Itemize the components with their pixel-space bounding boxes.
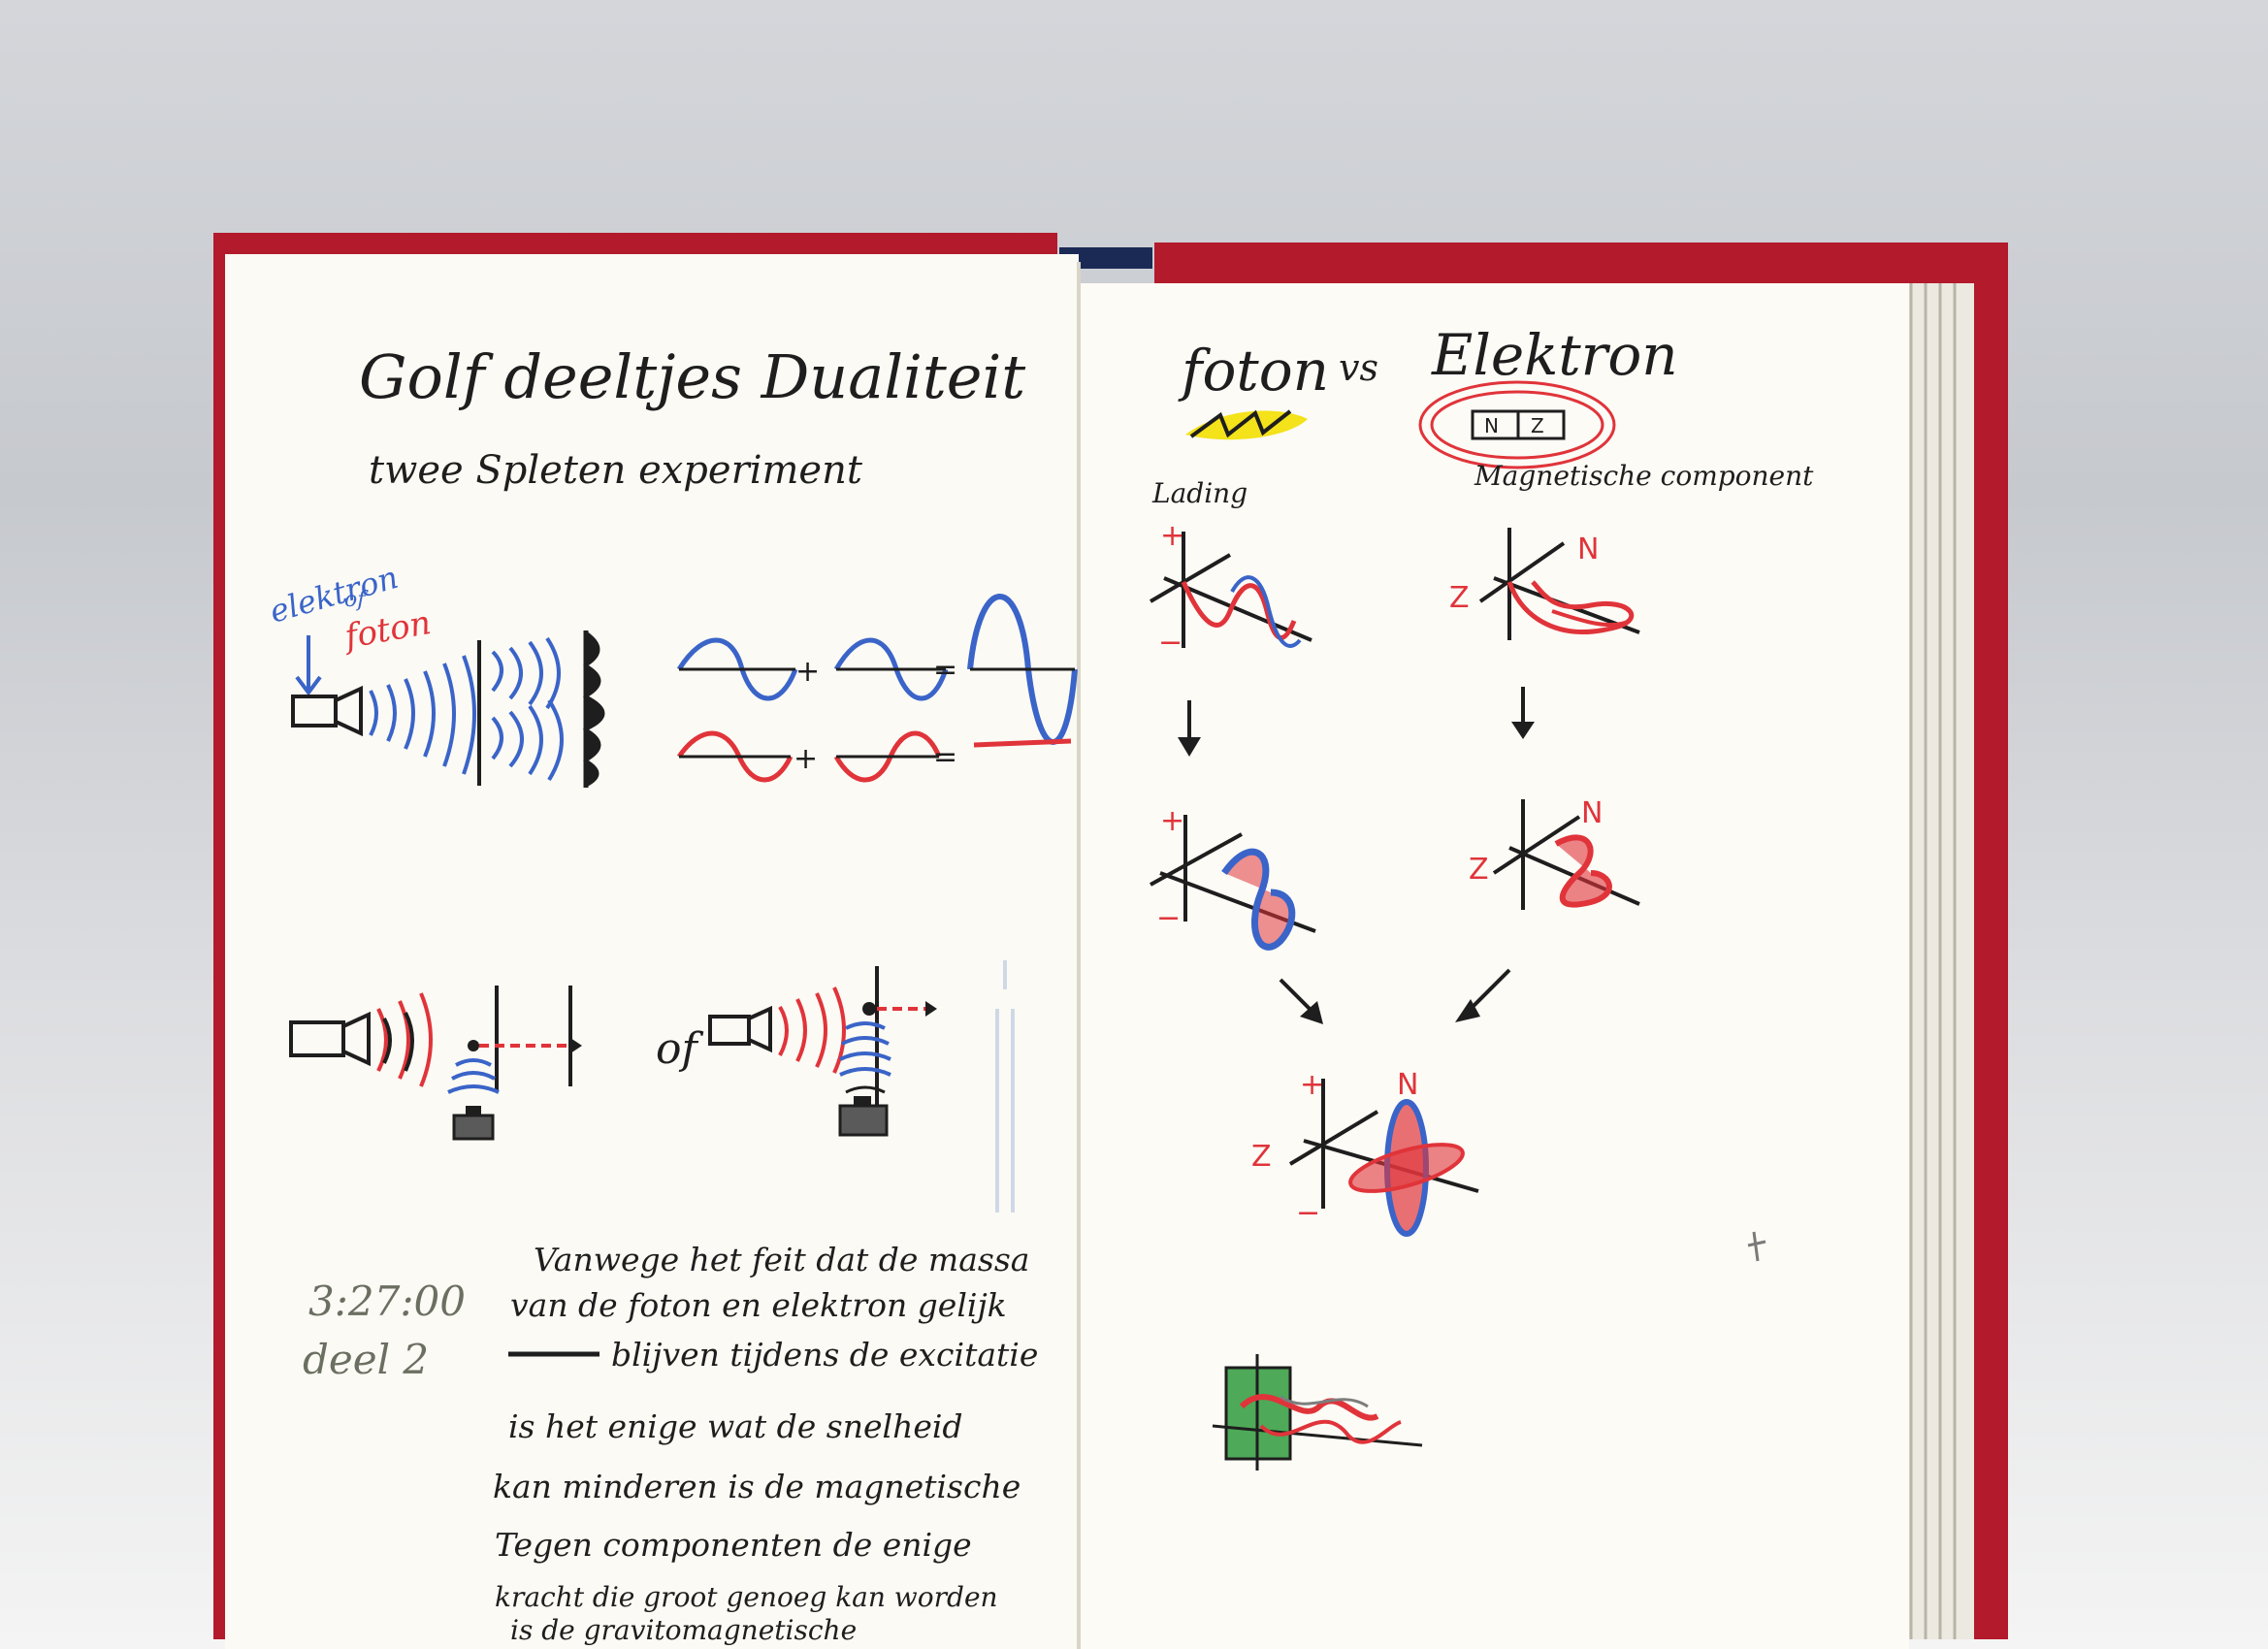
handwritten-note: Vanwege het feit dat de massa van de fot…	[493, 1241, 1038, 1646]
bar-magnet-icon: N Z	[1418, 380, 1616, 469]
note-line: van de foton en elektron gelijk	[510, 1286, 1007, 1324]
pole-n: N	[1577, 533, 1599, 566]
pole-n: N	[1581, 796, 1603, 830]
wave-arcs	[369, 655, 476, 775]
detector-icon	[452, 1106, 495, 1141]
magnet-pole-n: N	[1484, 414, 1499, 437]
down-arrow-icon	[1511, 687, 1535, 739]
deel-label: deel 2	[303, 1336, 429, 1383]
minus-sign: −	[1158, 626, 1183, 660]
label-of: of	[344, 588, 369, 612]
page-edges	[1896, 283, 1974, 1639]
note-line: kracht die groot genoeg kan worden	[495, 1581, 998, 1613]
title-vs: vs	[1339, 346, 1378, 389]
plus-sign: +	[1300, 1068, 1324, 1102]
label-lading: Lading	[1151, 477, 1247, 509]
note-line: Tegen componenten de enige	[495, 1526, 972, 1564]
plus-sign: +	[794, 742, 818, 776]
note-line: Vanwege het feit dat de massa	[534, 1241, 1029, 1278]
equals-sign: =	[933, 653, 957, 687]
label-magnetische-component: Magnetische component	[1474, 460, 1814, 492]
interference-pattern	[582, 630, 605, 788]
green-square-doodle	[1212, 1354, 1423, 1471]
electron-gun-icon	[291, 685, 363, 737]
pole-z: Z	[1469, 853, 1489, 887]
charge-wave-diagram-1: + −	[1149, 519, 1312, 660]
diagonal-arrow-icon	[1455, 968, 1511, 1022]
page-title: Golf deeltjes Dualiteit	[359, 341, 1025, 412]
stray-marks	[1747, 1231, 1766, 1262]
measurement-sketch-1	[289, 986, 582, 1141]
time-stamp: 3:27:00	[308, 1277, 466, 1325]
minus-sign: −	[1296, 1196, 1320, 1230]
note-line: is de gravitomagnetische	[510, 1614, 857, 1646]
detector-icon	[838, 1096, 889, 1137]
diffracted-arcs	[491, 636, 564, 782]
equals-sign: =	[933, 740, 957, 774]
magnetic-wave-diagram-2: Z N	[1469, 796, 1640, 910]
measurement-sketch-2	[708, 966, 937, 1137]
magnet-pole-z: Z	[1531, 414, 1544, 437]
magnetic-wave-diagram-1: Z N	[1449, 528, 1640, 640]
plus-sign: +	[1160, 804, 1184, 838]
title-foton: foton	[1178, 338, 1329, 404]
plus-sign: +	[795, 655, 820, 689]
pole-n: N	[1397, 1068, 1418, 1102]
charge-wave-diagram-2: + −	[1150, 804, 1316, 951]
note-line: blijven tijdens de excitatie	[611, 1336, 1038, 1374]
down-arrow-icon	[295, 635, 322, 696]
word-of: of	[656, 1024, 703, 1074]
right-page	[1079, 283, 1909, 1649]
diagonal-arrow-icon	[1279, 978, 1323, 1024]
plus-sign: +	[1160, 519, 1184, 553]
note-line: is het enige wat de snelheid	[508, 1407, 963, 1445]
destructive-interference: + =	[676, 730, 1072, 783]
note-line: kan minderen is de magnetische	[493, 1468, 1021, 1505]
page-subtitle: twee Spleten experiment	[369, 448, 863, 493]
double-slit-diagram	[291, 630, 605, 788]
title-elektron: Elektron	[1431, 322, 1678, 388]
left-page	[225, 254, 1079, 1649]
pole-z: Z	[1251, 1140, 1272, 1174]
pole-z: Z	[1449, 581, 1470, 615]
minus-sign: −	[1156, 901, 1181, 935]
photon-zigzag	[1185, 409, 1308, 440]
combined-wave-diagram: + − Z N	[1251, 1068, 1479, 1237]
bleed-through-marks	[995, 960, 1015, 1212]
constructive-interference: + =	[676, 594, 1078, 745]
down-arrow-icon	[1178, 700, 1201, 757]
